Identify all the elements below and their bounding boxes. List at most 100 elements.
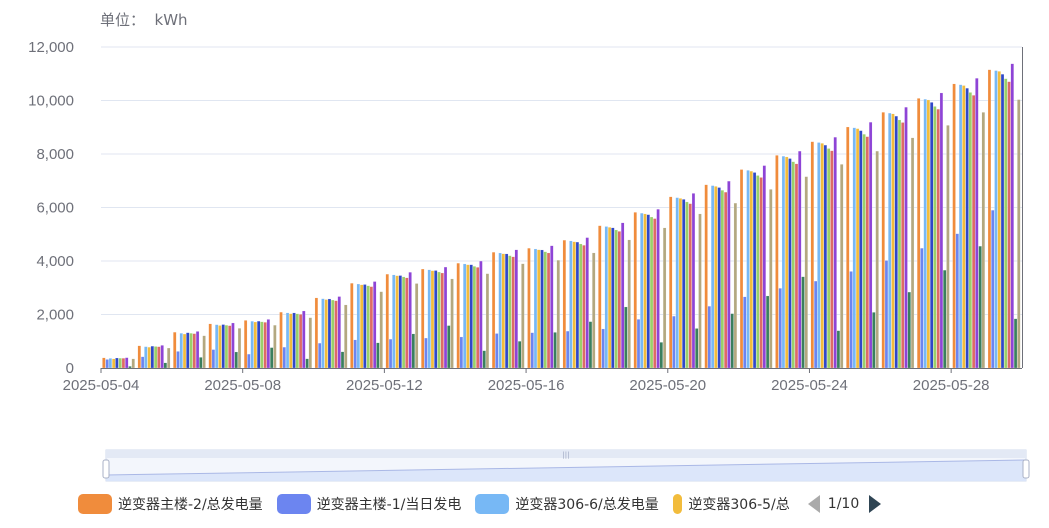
bar <box>247 353 251 369</box>
bar <box>415 283 419 369</box>
x-tick-label: 2025-05-24 <box>771 377 848 394</box>
bar <box>530 332 534 369</box>
y-axis-tick-labels: 0 2,000 4,000 6,000 8,000 10,000 12,000 <box>28 39 74 377</box>
bar <box>672 316 676 369</box>
x-axis: 2025-05-04 2025-05-08 2025-05-12 2025-05-16… <box>63 47 1023 394</box>
legend-item-2[interactable]: 逆变器主楼-1/当日发电 <box>276 494 462 514</box>
bar <box>498 252 502 369</box>
bar <box>511 256 515 369</box>
bar <box>775 155 779 369</box>
legend-prev-page-icon[interactable] <box>807 495 820 513</box>
bar <box>920 248 924 369</box>
bar <box>724 191 728 369</box>
legend-item-4[interactable]: 逆变器306-5/总 <box>672 494 790 514</box>
bar <box>163 362 167 369</box>
bar <box>958 84 963 369</box>
y-tick-label: 0 <box>66 360 74 377</box>
data-zoom-right-handle[interactable] <box>1022 459 1030 479</box>
bar <box>869 122 873 369</box>
bar <box>463 263 467 369</box>
bar <box>140 356 145 369</box>
bar <box>231 322 235 369</box>
bar <box>508 255 512 369</box>
bar <box>189 333 193 369</box>
bar <box>698 213 702 369</box>
bar <box>955 233 959 369</box>
bar <box>739 169 744 369</box>
bar <box>273 325 277 369</box>
bar <box>550 245 554 369</box>
bar <box>324 299 328 369</box>
bar <box>157 346 161 369</box>
bar <box>646 214 650 369</box>
bar <box>482 350 486 369</box>
bar <box>711 185 715 369</box>
bar <box>356 283 360 369</box>
bar <box>746 170 750 369</box>
bar <box>363 284 367 369</box>
bar <box>897 119 902 369</box>
bar <box>855 128 860 369</box>
legend-pager: 1/10 <box>807 495 882 513</box>
legend-page-indicator: 1/10 <box>827 496 860 512</box>
bar <box>827 148 831 369</box>
bar <box>1007 81 1011 369</box>
bar <box>749 171 753 369</box>
legend-label-2: 逆变器主楼-1/当日发电 <box>316 497 462 513</box>
bar <box>257 321 261 369</box>
bar <box>514 249 518 369</box>
bar <box>978 246 982 369</box>
bar <box>759 177 763 369</box>
bar <box>859 130 863 369</box>
bar <box>946 125 950 369</box>
bar <box>373 281 377 369</box>
bar <box>421 268 425 369</box>
bar <box>250 321 254 369</box>
bar <box>611 227 615 369</box>
bar <box>244 320 248 369</box>
bar <box>131 358 135 369</box>
bar <box>456 263 460 369</box>
data-zoom-left-handle[interactable] <box>102 459 110 479</box>
bar <box>598 225 602 369</box>
bar <box>1000 74 1005 369</box>
bar <box>121 358 126 369</box>
bar <box>962 85 966 369</box>
legend-next-page-icon[interactable] <box>869 495 882 513</box>
data-zoom-preview-line <box>105 459 1027 476</box>
bars <box>102 63 1021 369</box>
legend-label-1: 逆变器主楼-2/总发电量 <box>118 497 263 513</box>
bar <box>260 321 264 369</box>
bar <box>981 112 985 369</box>
bar <box>224 325 229 369</box>
data-zoom-slider: ||| <box>102 449 1030 482</box>
legend: 逆变器主楼-2/总发电量 逆变器主楼-1/当日发电 逆变器306-6/总发电量 … <box>78 492 882 516</box>
bar <box>987 69 992 369</box>
bar <box>360 284 364 369</box>
bar <box>476 267 480 369</box>
grip-icon: ||| <box>562 451 569 459</box>
bar <box>253 321 257 369</box>
bar <box>527 248 531 369</box>
bar <box>154 346 158 369</box>
bar <box>923 99 927 369</box>
bar <box>105 359 109 369</box>
bar <box>791 161 795 369</box>
bar <box>302 310 306 369</box>
bar <box>733 202 737 369</box>
bar <box>208 323 212 369</box>
bar <box>430 270 435 369</box>
bar <box>975 78 979 369</box>
bar <box>450 278 454 369</box>
bar <box>939 92 944 369</box>
bar <box>1017 99 1021 369</box>
legend-item-3[interactable]: 逆变器306-6/总发电量 <box>475 494 659 514</box>
bar <box>282 347 286 369</box>
bar <box>717 187 721 369</box>
bar <box>376 342 380 369</box>
bar <box>344 304 348 369</box>
bar <box>411 333 415 369</box>
bar <box>1010 63 1014 369</box>
legend-item-1[interactable]: 逆变器主楼-2/总发电量 <box>78 494 263 514</box>
y-tick-label: 6,000 <box>36 200 74 217</box>
